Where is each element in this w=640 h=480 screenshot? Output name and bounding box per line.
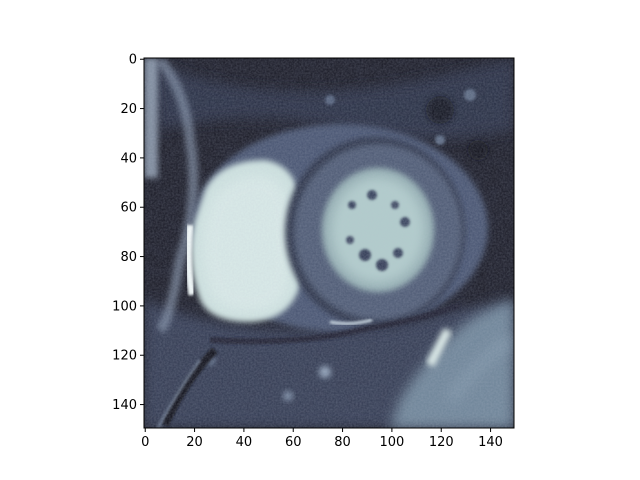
x-tick-label: 0 <box>141 435 149 450</box>
x-tick-label: 140 <box>478 435 503 450</box>
y-tick-label: 0 <box>129 53 137 68</box>
x-tick-label: 20 <box>186 435 203 450</box>
mri-image <box>144 58 514 428</box>
y-tick-label: 100 <box>112 299 137 314</box>
x-tick-label: 80 <box>334 435 351 450</box>
x-tick-label: 100 <box>379 435 404 450</box>
y-tick-label: 140 <box>112 398 137 413</box>
y-tick-label: 120 <box>112 349 137 364</box>
y-tick-label: 80 <box>120 250 137 265</box>
y-axis: 0 20 40 60 80 100 120 140 <box>112 53 144 413</box>
y-tick-label: 60 <box>120 201 137 216</box>
x-tick-label: 60 <box>285 435 302 450</box>
axes-frame <box>143 57 515 429</box>
x-tick-label: 40 <box>236 435 253 450</box>
y-tick-label: 20 <box>120 102 137 117</box>
y-tick-label: 40 <box>120 151 137 166</box>
x-axis: 0 20 40 60 80 100 120 140 <box>141 428 503 450</box>
x-tick-label: 120 <box>429 435 454 450</box>
